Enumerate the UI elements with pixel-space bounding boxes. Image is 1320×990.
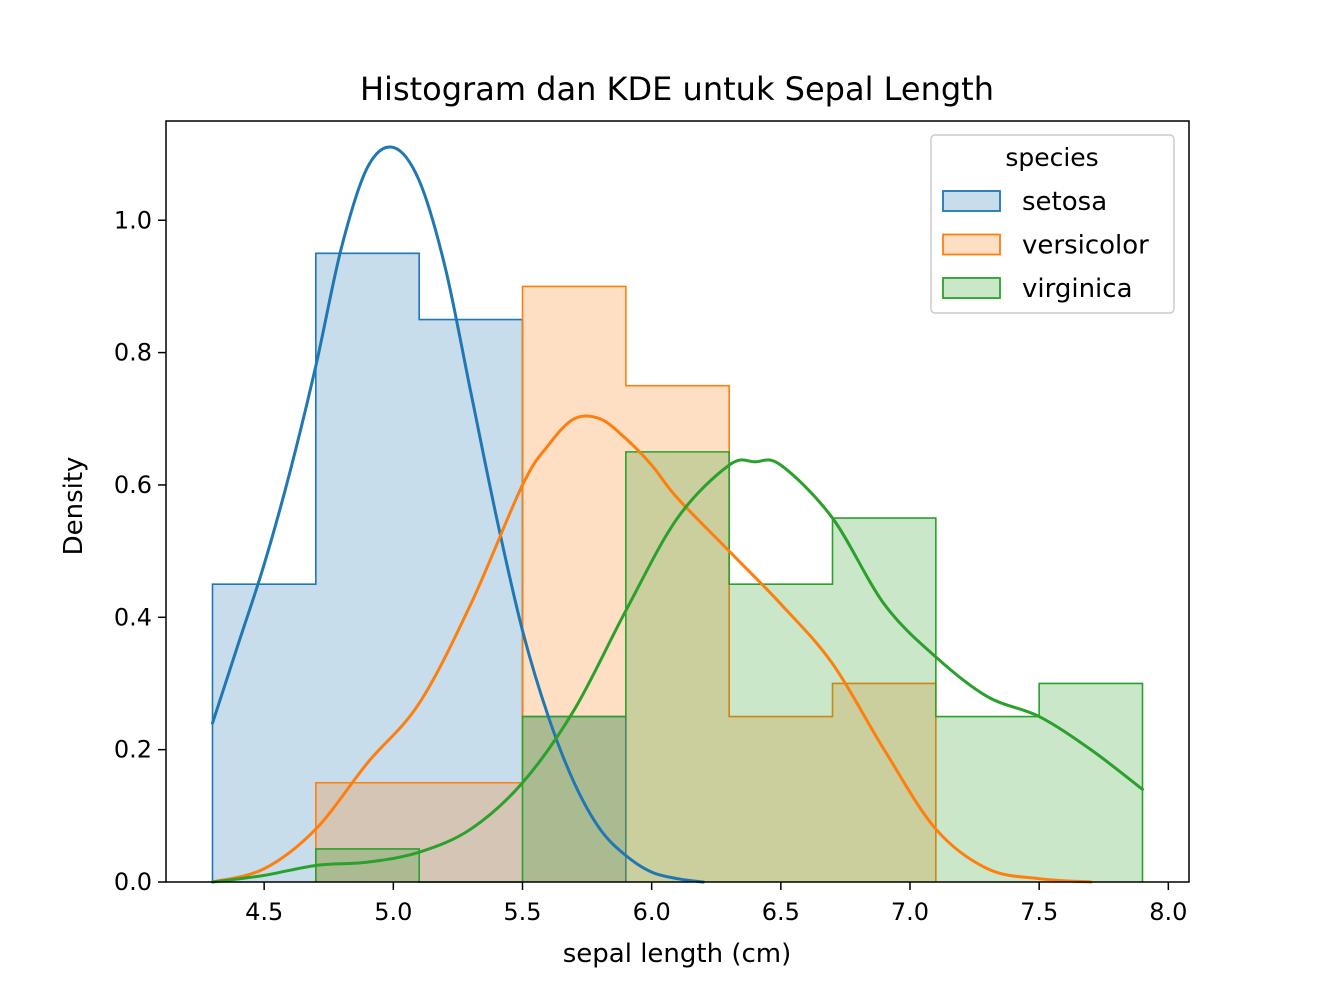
plot-frame xyxy=(165,120,1190,883)
legend-title: species xyxy=(1005,143,1098,172)
bar-versicolor-5 xyxy=(729,716,833,882)
kde-curves xyxy=(211,145,1144,884)
bar-outline-virginica xyxy=(315,451,1144,883)
y-tick-label: 1.0 xyxy=(114,206,152,234)
legend-label-versicolor: versicolor xyxy=(1022,231,1149,261)
legend-box xyxy=(930,134,1175,314)
bar-outline-versicolor xyxy=(315,285,937,882)
x-tick-label: 4.5 xyxy=(245,898,283,926)
legend-swatch-setosa xyxy=(942,190,1001,212)
bar-virginica-3 xyxy=(522,716,626,882)
bar-virginica-6 xyxy=(832,518,936,882)
legend-swatch-virginica xyxy=(942,277,1001,299)
x-tick-label: 6.5 xyxy=(762,898,800,926)
x-axis-label: sepal length (cm) xyxy=(563,939,792,969)
bar-versicolor-6 xyxy=(832,683,936,882)
y-tick-label: 0.8 xyxy=(114,339,152,367)
x-tick-label: 5.5 xyxy=(503,898,541,926)
bar-virginica-7 xyxy=(935,716,1040,882)
y-tick-label: 0.4 xyxy=(114,603,152,631)
histogram-bars xyxy=(211,252,1144,883)
bar-setosa-3 xyxy=(522,716,626,882)
x-tick-label: 7.5 xyxy=(1020,898,1058,926)
x-tick-label: 8.0 xyxy=(1149,898,1187,926)
kde-line-virginica xyxy=(211,458,1144,884)
kde-line-versicolor xyxy=(211,414,1093,884)
bars-setosa xyxy=(211,252,627,882)
kde-line-setosa xyxy=(211,145,705,884)
legend-label-setosa: setosa xyxy=(1022,187,1107,217)
y-axis: 0.0 0.2 0.4 0.6 0.8 1.0 xyxy=(114,206,166,896)
y-tick-label: 0.2 xyxy=(114,736,152,764)
y-tick-label: 0.6 xyxy=(114,471,152,499)
bar-virginica-5 xyxy=(729,584,833,882)
bars-virginica xyxy=(315,451,1144,883)
x-tick-label: 7.0 xyxy=(891,898,929,926)
x-tick-label: 5.0 xyxy=(374,898,412,926)
y-axis-label: Density xyxy=(59,457,89,556)
x-tick-label: 6.0 xyxy=(633,898,671,926)
bar-virginica-4 xyxy=(625,451,730,882)
legend-entries: setosa versicolor virginica xyxy=(942,187,1149,304)
legend-swatch-versicolor xyxy=(942,233,1001,256)
y-tick-label: 0.0 xyxy=(114,868,152,896)
bar-virginica-8 xyxy=(1039,683,1143,882)
chart-title: Histogram dan KDE untuk Sepal Length xyxy=(360,70,994,108)
x-axis: 4.5 5.0 5.5 6.0 6.5 7.0 7.5 8.0 xyxy=(245,882,1187,926)
bar-versicolor-4 xyxy=(625,385,730,882)
legend-label-virginica: virginica xyxy=(1022,274,1133,304)
bar-setosa-0 xyxy=(212,584,316,882)
legend: species setosa versicolor virginica xyxy=(930,134,1175,314)
bar-setosa-1 xyxy=(315,253,420,882)
